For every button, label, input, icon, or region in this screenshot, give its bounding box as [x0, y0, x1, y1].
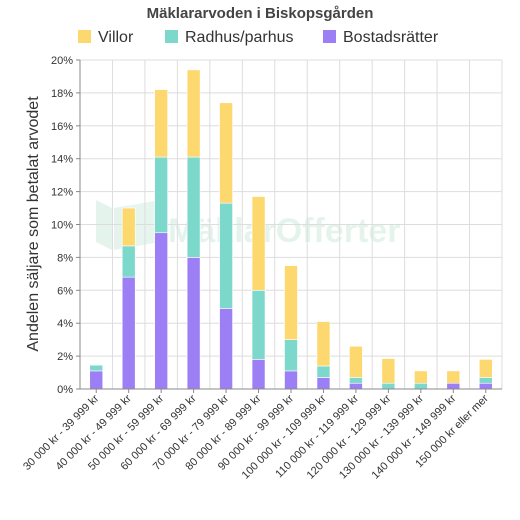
legend-swatch-0: [78, 30, 91, 43]
bar-4-series-0: [219, 308, 233, 390]
y-tick-label-7: 14%: [51, 154, 73, 166]
y-tick-labels: 0% 2% 4% 6% 8% 10% 12% 14% 16% 18% 20%: [51, 55, 73, 396]
bar-8-series-1: [349, 377, 363, 384]
bar-9-series-2: [381, 358, 396, 384]
bar-12-series-0: [478, 382, 493, 390]
bar-4-series-1: [219, 202, 233, 309]
bar-4-series-2: [219, 102, 233, 204]
bar-3-series-2: [186, 69, 201, 158]
bar-2-series-1: [154, 156, 168, 234]
y-tick-label-2: 4%: [57, 318, 73, 330]
bar-2-series-0: [154, 232, 168, 390]
bar-1-series-1: [121, 245, 136, 278]
y-tick-label-9: 18%: [51, 88, 73, 100]
bar-3-series-0: [186, 257, 201, 390]
bar-11-series-0: [446, 382, 461, 390]
legend-swatch-1: [165, 30, 178, 43]
bar-8-series-0: [349, 382, 363, 390]
y-tick-label-5: 10%: [51, 220, 73, 232]
bar-5-series-2: [251, 196, 266, 291]
bar-7-series-0: [316, 377, 331, 390]
bar-12-series-1: [478, 377, 493, 384]
bar-6-series-2: [284, 265, 298, 340]
bar-0-series-1: [89, 364, 104, 372]
bar-6-series-0: [284, 370, 298, 390]
y-tick-label-1: 2%: [57, 351, 73, 363]
bar-1-series-2: [121, 207, 136, 247]
chart-title: Mäklararvoden i Biskopsgården: [147, 5, 374, 22]
bar-8-series-2: [349, 345, 363, 378]
legend-label-2: Bostadsrätter: [343, 29, 439, 46]
bar-10-series-2: [414, 370, 428, 384]
bar-3-series-1: [186, 156, 201, 258]
bar-5-series-1: [251, 289, 266, 360]
watermark-text: MäklarOfferter: [168, 212, 400, 250]
bar-5-series-0: [251, 359, 266, 390]
bars: [89, 69, 493, 390]
legend-label-0: Villor: [98, 29, 134, 46]
bar-0-series-0: [89, 370, 104, 390]
bar-12-series-2: [478, 359, 493, 378]
bar-7-series-1: [316, 365, 331, 378]
y-axis-label: Andelen säljare som betalat arvodet: [25, 96, 42, 352]
legend-swatch-2: [323, 30, 336, 43]
legend: Villor Radhus/parhus Bostadsrätter: [78, 29, 439, 46]
bar-10-series-1: [414, 382, 428, 390]
y-tick-label-0: 0%: [57, 384, 73, 396]
bar-7-series-2: [316, 321, 331, 367]
y-tick-label-3: 6%: [57, 285, 73, 297]
bar-9-series-1: [381, 382, 396, 390]
bar-6-series-1: [284, 339, 298, 372]
bar-2-series-2: [154, 89, 168, 158]
bar-11-series-2: [446, 370, 461, 384]
y-tick-label-4: 8%: [57, 252, 73, 264]
bar-1-series-0: [121, 276, 136, 390]
y-tick-label-6: 12%: [51, 187, 73, 199]
y-tick-label-10: 20%: [51, 55, 73, 67]
y-tick-label-8: 16%: [51, 121, 73, 133]
legend-label-1: Radhus/parhus: [185, 29, 294, 46]
